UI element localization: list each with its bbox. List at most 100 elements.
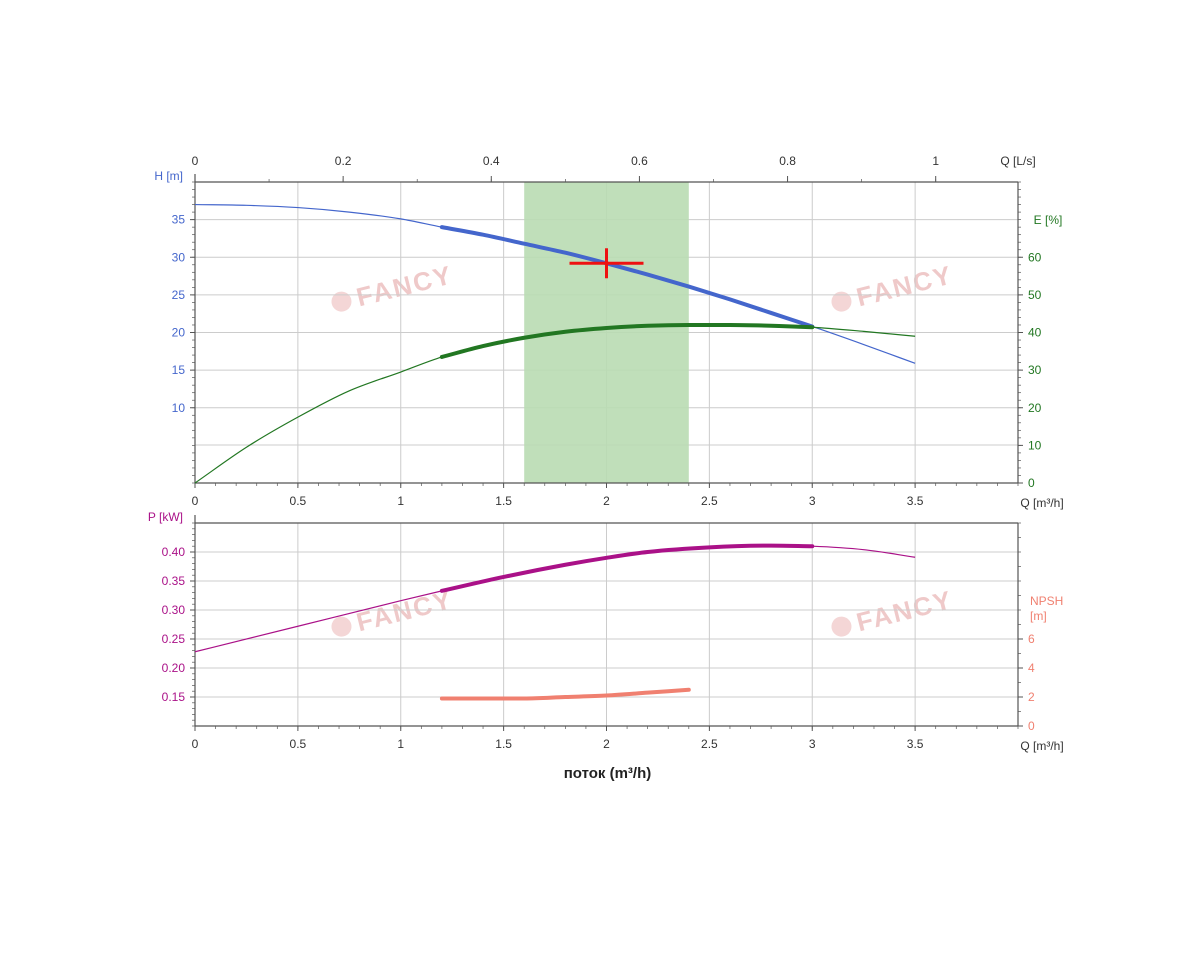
head-point: [647, 274, 648, 275]
y-left-tick-label: 25: [172, 288, 186, 302]
efficiency-point: [524, 337, 525, 338]
power-point: [503, 576, 504, 577]
npsh-point: [606, 695, 607, 696]
x-tick-label: 3.5: [907, 494, 924, 508]
x-tick-label: 0: [192, 737, 199, 751]
efficiency-point: [482, 345, 483, 346]
y-left-axis-title: H [m]: [154, 169, 183, 183]
efficiency-point: [729, 324, 730, 325]
power-point: [771, 545, 772, 546]
head-point: [863, 344, 864, 345]
x-tick-label: 2: [603, 494, 610, 508]
head-point: [441, 227, 442, 228]
top-tick-label: 0.6: [631, 154, 648, 168]
x-tick-label: 1.5: [495, 737, 512, 751]
power-point: [194, 651, 195, 652]
power-point: [297, 626, 298, 627]
power-point: [709, 547, 710, 548]
y-right-axis-title: [m]: [1030, 609, 1047, 623]
y-left-axis-title: P [kW]: [148, 510, 183, 524]
power-curve: [194, 545, 916, 653]
y-left-tick-label: 0.30: [162, 603, 186, 617]
top-tick-label: 0.4: [483, 154, 500, 168]
y-right-tick-label: 20: [1028, 401, 1042, 415]
y-right-tick-label: 0: [1028, 476, 1035, 490]
head-point: [729, 299, 730, 300]
power-point: [812, 546, 813, 547]
y-right-axis-title: NPSH: [1030, 594, 1063, 608]
efficiency-point: [606, 327, 607, 328]
x-axis-title: Q [m³/h]: [1020, 739, 1063, 753]
y-left-tick-label: 0.40: [162, 545, 186, 559]
y-right-tick-label: 30: [1028, 363, 1042, 377]
efficiency-point: [863, 331, 864, 332]
x-tick-label: 3: [809, 737, 816, 751]
head-curve-operating: [439, 225, 815, 329]
top-tick-label: 0.2: [335, 154, 352, 168]
power-point: [647, 551, 648, 552]
npsh-point: [524, 698, 525, 699]
efficiency-point: [246, 447, 247, 448]
npsh-point: [441, 698, 442, 699]
watermark-logo-icon: [831, 616, 852, 637]
power-point: [606, 557, 607, 558]
watermark-text: FANCY: [353, 584, 455, 637]
y-right-tick-label: 60: [1028, 250, 1042, 264]
npsh-point: [482, 698, 483, 699]
watermark-logo-icon: [831, 291, 852, 312]
y-right-tick-label: 4: [1028, 661, 1035, 675]
power-point: [915, 557, 916, 558]
y-left-tick-label: 0.35: [162, 574, 186, 588]
y-right-tick-label: 40: [1028, 326, 1042, 340]
watermark-text: FANCY: [853, 259, 955, 312]
power-point: [565, 564, 566, 565]
x-tick-label: 1.5: [495, 494, 512, 508]
y-left-tick-label: 35: [172, 213, 186, 227]
x-tick-label: 0.5: [290, 494, 307, 508]
head-point: [482, 234, 483, 235]
head-point: [400, 218, 401, 219]
power-curve-operating: [439, 543, 815, 593]
head-point: [194, 204, 195, 205]
efficiency-point: [194, 482, 195, 483]
x-tick-label: 2.5: [701, 737, 718, 751]
watermark: FANCY: [831, 259, 956, 312]
watermark-logo-icon: [331, 616, 352, 637]
watermark: FANCY: [331, 259, 456, 312]
y-right-tick-label: 50: [1028, 288, 1042, 302]
x-tick-label: 2: [603, 737, 610, 751]
x-tick-label: 0: [192, 494, 199, 508]
head-point: [688, 286, 689, 287]
efficiency-point: [565, 331, 566, 332]
y-right-axis-title: E [%]: [1034, 213, 1063, 227]
y-left-tick-label: 0.15: [162, 690, 186, 704]
npsh-point: [688, 689, 689, 690]
efficiency-point: [812, 327, 813, 328]
top-tick-label: 1: [932, 154, 939, 168]
y-left-tick-label: 30: [172, 250, 186, 264]
y-right-tick-label: 0: [1028, 719, 1035, 733]
efficiency-point: [647, 325, 648, 326]
head-point: [915, 363, 916, 364]
head-point: [246, 205, 247, 206]
power-point: [400, 600, 401, 601]
y-right-tick-label: 10: [1028, 438, 1042, 452]
efficiency-point: [771, 325, 772, 326]
efficiency-point: [915, 336, 916, 337]
npsh-point: [647, 692, 648, 693]
efficiency-point: [400, 371, 401, 372]
x-tick-label: 1: [397, 494, 404, 508]
efficiency-point: [297, 417, 298, 418]
y-left-tick-label: 15: [172, 363, 186, 377]
efficiency-curve-operating: [439, 322, 815, 359]
power-npsh-panel: 0 0.5 1 1.5 2 2.5 3 3.5 Q [m³/h] 0.15 0.20 0.25 0.30…: [148, 510, 1064, 753]
x-tick-label: 3.5: [907, 737, 924, 751]
head-point: [771, 312, 772, 313]
efficiency-point: [441, 356, 442, 357]
top-axis: 0 0.2 0.4 0.6 0.8 1 Q [L/s]: [192, 154, 1036, 182]
efficiency-point: [688, 324, 689, 325]
head-point: [524, 243, 525, 244]
watermark-text: FANCY: [853, 584, 955, 637]
head-point: [297, 207, 298, 208]
